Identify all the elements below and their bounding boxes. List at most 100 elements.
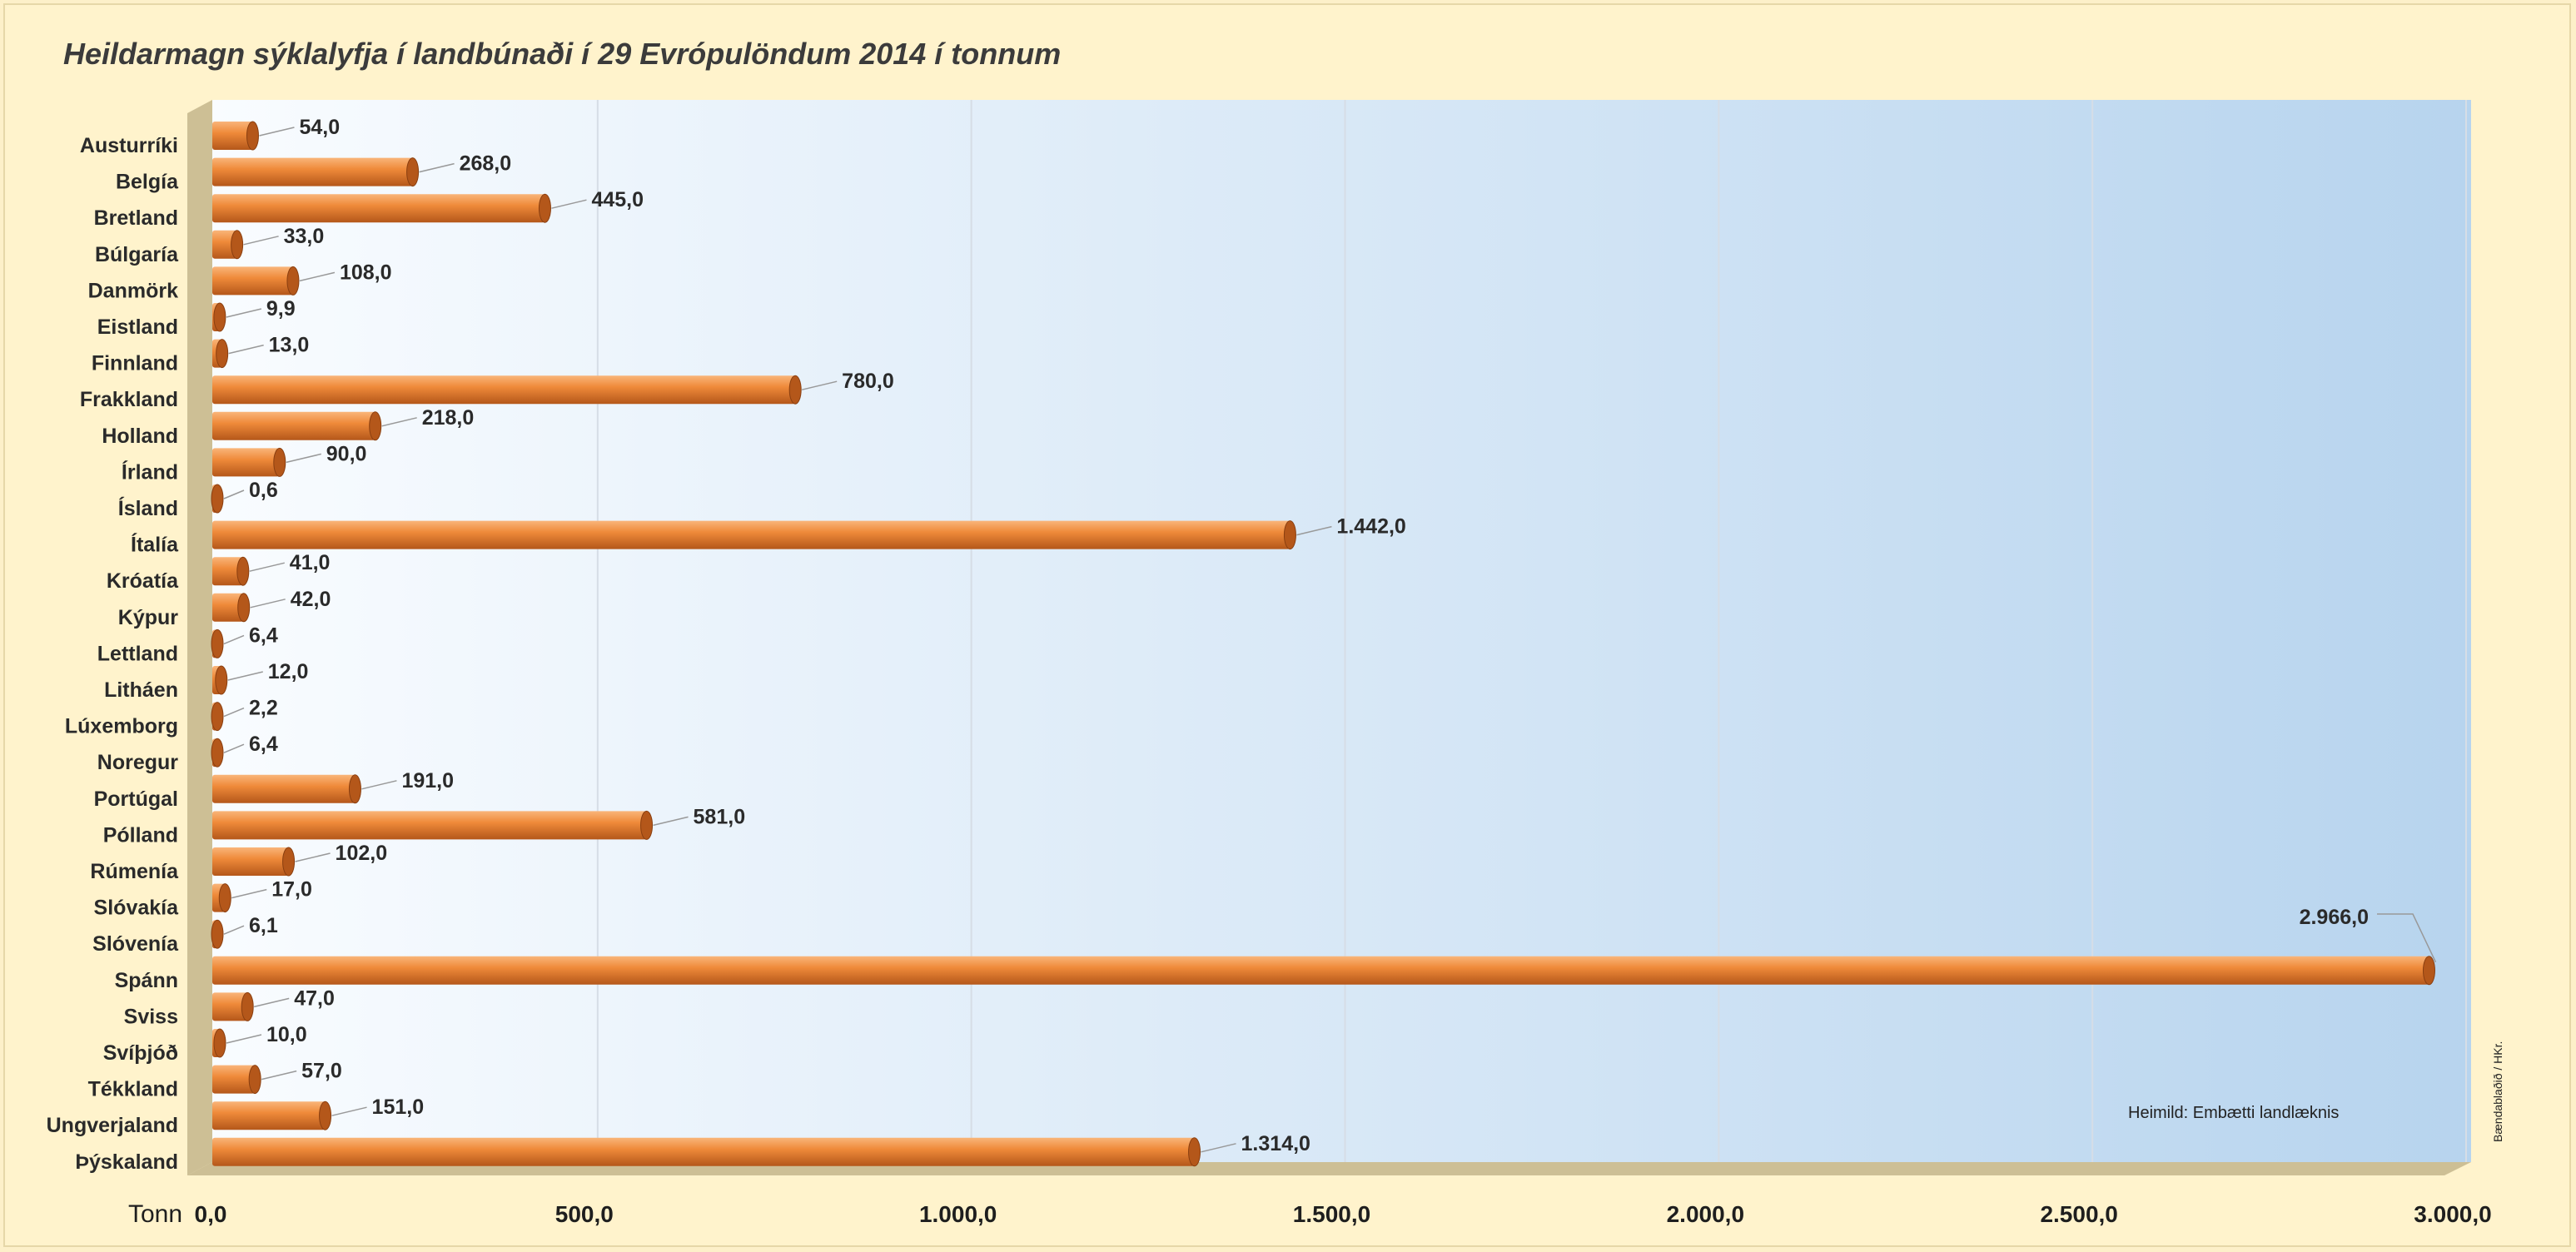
bar-end-cap xyxy=(788,375,802,405)
bar-end-cap xyxy=(640,810,654,840)
value-label: 54,0 xyxy=(299,116,340,139)
bar xyxy=(212,520,1290,549)
value-label: 17,0 xyxy=(271,878,312,902)
value-label: 13,0 xyxy=(269,334,310,357)
leader-line xyxy=(299,271,336,282)
value-label: 1.314,0 xyxy=(1241,1132,1310,1155)
category-label: Finnland xyxy=(92,352,178,375)
leader-line xyxy=(551,199,587,209)
category-label: Austurríki xyxy=(80,134,178,157)
value-label: 41,0 xyxy=(290,551,331,574)
value-label: 6,1 xyxy=(249,914,278,937)
bar-end-cap xyxy=(2422,956,2435,986)
bar-end-cap xyxy=(273,447,286,477)
bar-end-cap xyxy=(286,266,300,296)
leader-line xyxy=(802,380,838,390)
x-tick-label: 3.000,0 xyxy=(2414,1201,2491,1227)
leader-line xyxy=(331,1106,367,1116)
bar xyxy=(212,956,2429,985)
category-label: Bretland xyxy=(94,206,178,230)
value-label: 33,0 xyxy=(284,225,325,248)
value-label: 90,0 xyxy=(326,442,367,465)
category-label: Portúgal xyxy=(94,787,178,811)
bar xyxy=(212,1065,256,1094)
category-label: Þýskaland xyxy=(75,1150,178,1174)
category-label: Svíþjóð xyxy=(103,1041,178,1065)
bar xyxy=(212,448,280,477)
bar-end-cap xyxy=(211,738,224,768)
bar-end-cap xyxy=(213,1028,226,1058)
bar xyxy=(212,157,413,186)
leader-line xyxy=(223,925,245,935)
leader-line xyxy=(226,308,262,318)
value-label: 2.966,0 xyxy=(2300,906,2369,929)
category-label: Danmörk xyxy=(88,279,178,302)
x-tick-label: 1.500,0 xyxy=(1293,1201,1370,1227)
bar-end-cap xyxy=(1283,520,1296,550)
category-label: Slóvenía xyxy=(92,932,179,956)
leader-line xyxy=(653,816,689,827)
bar-end-cap xyxy=(248,1065,261,1095)
value-label: 102,0 xyxy=(336,842,388,865)
bar-end-cap xyxy=(215,665,228,695)
category-label: Frakkland xyxy=(80,388,178,411)
category-label: Holland xyxy=(102,425,178,448)
category-label: Eistland xyxy=(97,315,178,339)
bar xyxy=(212,230,237,259)
category-label: Slóvakía xyxy=(94,897,180,920)
source-note: Heimild: Embætti landlæknis xyxy=(2128,1104,2340,1122)
value-label: 9,9 xyxy=(266,297,296,320)
leader-line xyxy=(254,997,290,1008)
bar xyxy=(212,266,293,296)
bars xyxy=(211,121,2435,1167)
category-label: Lúxemborg xyxy=(65,715,178,738)
value-label: 6,4 xyxy=(249,733,278,756)
bar xyxy=(212,122,253,150)
bar-end-cap xyxy=(348,774,361,804)
category-label: Búlgaría xyxy=(95,243,179,266)
leader-line xyxy=(2377,913,2437,963)
bar-end-cap xyxy=(218,883,231,913)
bar-end-cap xyxy=(282,847,296,877)
leader-line xyxy=(223,743,245,753)
bar-end-cap xyxy=(538,193,551,223)
gridlines xyxy=(596,100,2467,1162)
bar-end-cap xyxy=(241,991,254,1021)
category-label: Noregur xyxy=(97,751,179,774)
value-label: 2,2 xyxy=(249,697,278,720)
bar xyxy=(212,992,248,1021)
bar-end-cap xyxy=(231,230,244,260)
x-tick-label: 0,0 xyxy=(195,1201,227,1227)
category-label: Rúmenía xyxy=(90,860,179,883)
leader-line xyxy=(295,852,331,862)
value-label: 445,0 xyxy=(591,188,644,211)
leader-line xyxy=(381,417,417,427)
leader-line xyxy=(223,707,245,718)
leader-line xyxy=(361,780,397,790)
leader-line xyxy=(259,127,295,137)
value-label: 0,6 xyxy=(249,479,278,502)
bar-end-cap xyxy=(237,593,251,623)
bar xyxy=(212,593,244,622)
category-label: Lettland xyxy=(97,642,178,665)
bar-end-cap xyxy=(246,121,259,151)
category-label: Litháen xyxy=(104,678,178,702)
value-label: 268,0 xyxy=(460,152,512,176)
value-label: 108,0 xyxy=(340,261,392,284)
leader-line xyxy=(286,453,321,464)
bar xyxy=(212,1137,1195,1166)
leader-line xyxy=(223,489,245,499)
chart-title: Heildarmagn sýklalyfja í landbúnaði í 29… xyxy=(63,37,1062,71)
bar-end-cap xyxy=(211,919,224,949)
leader-line xyxy=(228,344,264,355)
bar-end-cap xyxy=(213,302,226,332)
category-label: Kýpur xyxy=(118,606,179,629)
x-axis-title: Tonn xyxy=(128,1200,182,1228)
category-label: Ítalía xyxy=(131,533,179,557)
value-label: 57,0 xyxy=(301,1060,342,1083)
bar xyxy=(212,557,243,586)
credit-note: Bændablaðið / HKr. xyxy=(2491,1041,2504,1142)
value-label: 191,0 xyxy=(401,769,454,792)
value-label: 1.442,0 xyxy=(1336,515,1405,539)
value-label: 42,0 xyxy=(291,588,331,611)
